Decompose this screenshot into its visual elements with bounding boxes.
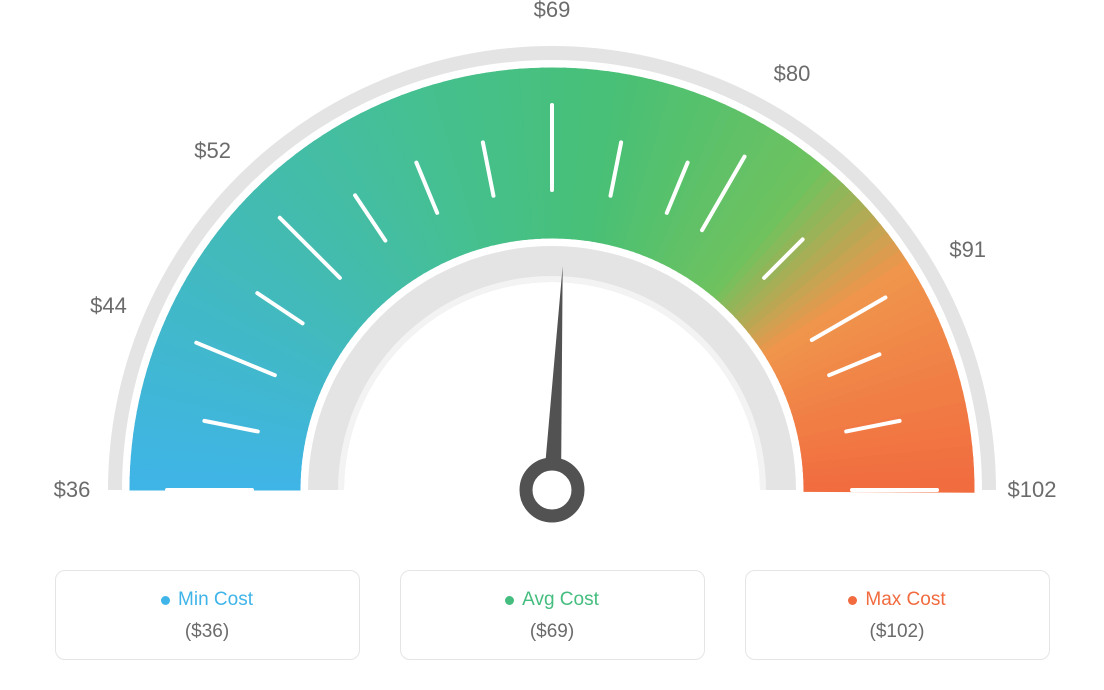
legend-title-max: Max Cost (848, 589, 945, 611)
legend-dot-min (161, 596, 170, 605)
legend-row: Min Cost ($36) Avg Cost ($69) Max Cost (… (0, 570, 1104, 660)
legend-value-min: ($36) (66, 621, 349, 643)
gauge-tick-label: $36 (54, 477, 91, 503)
gauge-chart: $36 $44 $52 $69 $80 $91 $102 (0, 0, 1104, 560)
legend-dot-avg (505, 596, 514, 605)
legend-card-avg: Avg Cost ($69) (400, 570, 705, 660)
legend-card-max: Max Cost ($102) (745, 570, 1050, 660)
legend-title-text-min: Min Cost (178, 589, 253, 611)
gauge-tick-label: $52 (194, 138, 231, 164)
legend-title-min: Min Cost (161, 589, 253, 611)
gauge-tick-label: $44 (90, 293, 127, 319)
gauge-tick-label: $102 (1008, 477, 1057, 503)
legend-dot-max (848, 596, 857, 605)
legend-value-max: ($102) (756, 621, 1039, 643)
legend-card-min: Min Cost ($36) (55, 570, 360, 660)
legend-title-text-avg: Avg Cost (522, 589, 599, 611)
legend-value-avg: ($69) (411, 621, 694, 643)
legend-title-avg: Avg Cost (505, 589, 599, 611)
legend-title-text-max: Max Cost (865, 589, 945, 611)
gauge-tick-label: $91 (949, 237, 986, 263)
gauge-tick-label: $80 (774, 61, 811, 87)
gauge-tick-label: $69 (534, 0, 571, 23)
gauge-svg (0, 0, 1104, 560)
